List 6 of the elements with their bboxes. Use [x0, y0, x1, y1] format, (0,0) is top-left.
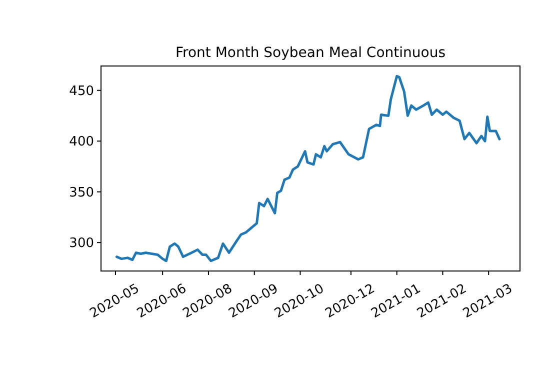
y-tick-label: 400: [69, 134, 94, 150]
y-tick-label: 300: [69, 236, 94, 252]
chart-title: Front Month Soybean Meal Continuous: [175, 45, 446, 61]
y-tick-label: 350: [69, 185, 94, 200]
line-series: [115, 74, 501, 262]
y-tick-label: 450: [69, 84, 94, 99]
